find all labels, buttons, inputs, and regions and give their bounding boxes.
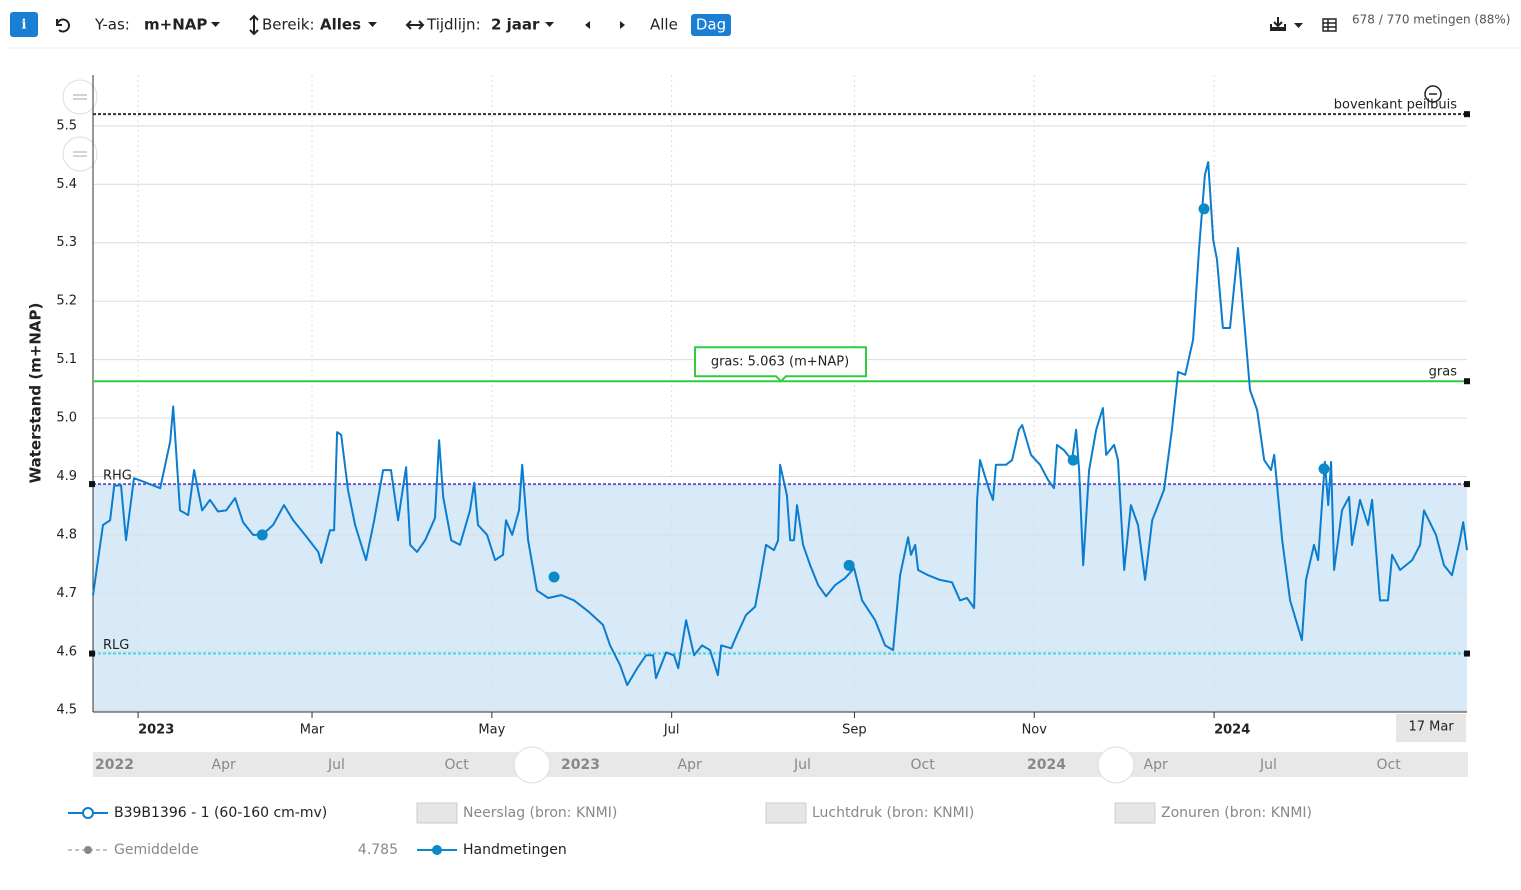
x-tick-label: May <box>478 723 505 738</box>
reference-marker <box>1464 650 1470 657</box>
reference-marker <box>1464 111 1470 118</box>
x-tick-label: 2023 <box>138 723 174 738</box>
y-tick-label: 5.2 <box>56 294 77 309</box>
range-label: Bereik: <box>262 16 315 34</box>
reference-label: gras <box>1429 365 1458 380</box>
y-tick-label: 5.5 <box>56 118 77 133</box>
caret <box>368 22 377 27</box>
navigator-label: Oct <box>445 757 470 773</box>
data-point <box>256 529 268 541</box>
day-button[interactable] <box>691 14 731 36</box>
next-button[interactable] <box>620 21 625 29</box>
legend-box <box>765 802 807 824</box>
info-button[interactable] <box>10 12 38 37</box>
navigator-handle[interactable] <box>1097 746 1135 784</box>
reference-marker <box>89 650 95 657</box>
reference-label: bovenkant peilbuis <box>1334 98 1457 113</box>
x-tick-label: Sep <box>842 723 867 738</box>
legend-label: Luchtdruk (bron: KNMI) <box>812 805 974 821</box>
legend-box <box>1114 802 1156 824</box>
navigator-label: Jul <box>1259 757 1277 773</box>
data-point <box>548 571 560 583</box>
legend-box <box>416 802 458 824</box>
data-line <box>92 161 1468 687</box>
navigator-handle[interactable] <box>513 746 551 784</box>
navigator-window <box>93 752 1468 777</box>
y-tick-label: 4.9 <box>56 469 77 484</box>
legend-label: Zonuren (bron: KNMI) <box>1161 805 1312 821</box>
info-icon: i <box>22 18 27 33</box>
x-tick-label: Nov <box>1022 723 1048 738</box>
prev-button[interactable] <box>585 21 590 29</box>
range-value[interactable]: Alles <box>320 16 361 34</box>
navigator-label: 2023 <box>561 757 600 773</box>
legend-label: Neerslag (bron: KNMI) <box>463 805 617 821</box>
data-point <box>843 559 855 571</box>
drag-handle[interactable] <box>62 136 98 172</box>
x-tick-label: Mar <box>300 723 325 738</box>
navigator-label: Jul <box>327 757 345 773</box>
mean-value: 4.785 <box>358 842 398 858</box>
reference-marker <box>1464 378 1470 385</box>
navigator-label: Oct <box>1377 757 1402 773</box>
x-tick-label: Jul <box>663 723 680 738</box>
y-tick-label: 4.7 <box>56 586 77 601</box>
download-icon[interactable] <box>1270 17 1286 31</box>
crosshair-label: 17 Mar <box>1409 720 1455 735</box>
y-tick-label: 5.4 <box>56 177 77 192</box>
all-button[interactable]: Alle <box>650 16 678 34</box>
data-point <box>1067 454 1079 466</box>
timeline-icon <box>405 20 425 30</box>
y-tick-label: 4.6 <box>56 644 77 659</box>
handle-icon <box>73 151 87 157</box>
table-icon[interactable] <box>1322 18 1337 32</box>
range-icon <box>249 14 259 36</box>
navigator-label: Apr <box>1144 757 1168 773</box>
y-axis-label: Y-as: <box>94 16 130 34</box>
y-tick-label: 4.5 <box>56 703 77 718</box>
caret <box>211 22 220 27</box>
tooltip-text: gras: 5.063 (m+NAP) <box>711 355 849 370</box>
reference-label: RLG <box>103 638 129 653</box>
legend-dot <box>82 807 94 819</box>
navigator-label: 2022 <box>95 757 134 773</box>
legend-label: Handmetingen <box>463 842 567 858</box>
timeline-value[interactable]: 2 jaar <box>491 16 540 34</box>
band <box>93 484 1467 712</box>
refresh-icon[interactable] <box>56 18 70 33</box>
legend-dot <box>432 845 442 855</box>
handle-icon <box>73 94 87 100</box>
y-axis-title: Waterstand (m+NAP) <box>27 303 45 484</box>
y-tick-label: 5.0 <box>56 411 77 426</box>
navigator-label: Apr <box>678 757 702 773</box>
crosshair-flag <box>1396 714 1467 742</box>
timeline-label: Tijdlijn: <box>426 16 481 34</box>
navigator-label: Apr <box>212 757 236 773</box>
count: 678 / 770 metingen (88%) <box>1352 13 1510 27</box>
y-tick-label: 4.8 <box>56 527 77 542</box>
y-tick-label: 5.1 <box>56 352 77 367</box>
legend-label: Gemiddelde <box>114 842 199 858</box>
navigator-label: 2024 <box>1027 757 1066 773</box>
y-axis-value[interactable]: m+NAP <box>144 16 207 34</box>
navigator-label: Jul <box>793 757 811 773</box>
reference-marker <box>1464 481 1470 488</box>
drag-handle[interactable] <box>62 79 98 115</box>
day-label: Dag <box>696 16 726 34</box>
data-point <box>1318 463 1330 475</box>
data-point <box>1198 203 1210 215</box>
caret <box>545 22 554 27</box>
navigator-label: Oct <box>911 757 936 773</box>
tooltip-box <box>694 346 867 383</box>
legend-label: B39B1396 - 1 (60-160 cm-mv) <box>114 805 327 821</box>
x-tick-label: 2024 <box>1214 723 1250 738</box>
reference-marker <box>89 481 95 488</box>
reference-label: RHG <box>103 469 132 484</box>
caret <box>1294 23 1303 28</box>
y-tick-label: 5.3 <box>56 235 77 250</box>
legend-dot <box>84 846 92 854</box>
